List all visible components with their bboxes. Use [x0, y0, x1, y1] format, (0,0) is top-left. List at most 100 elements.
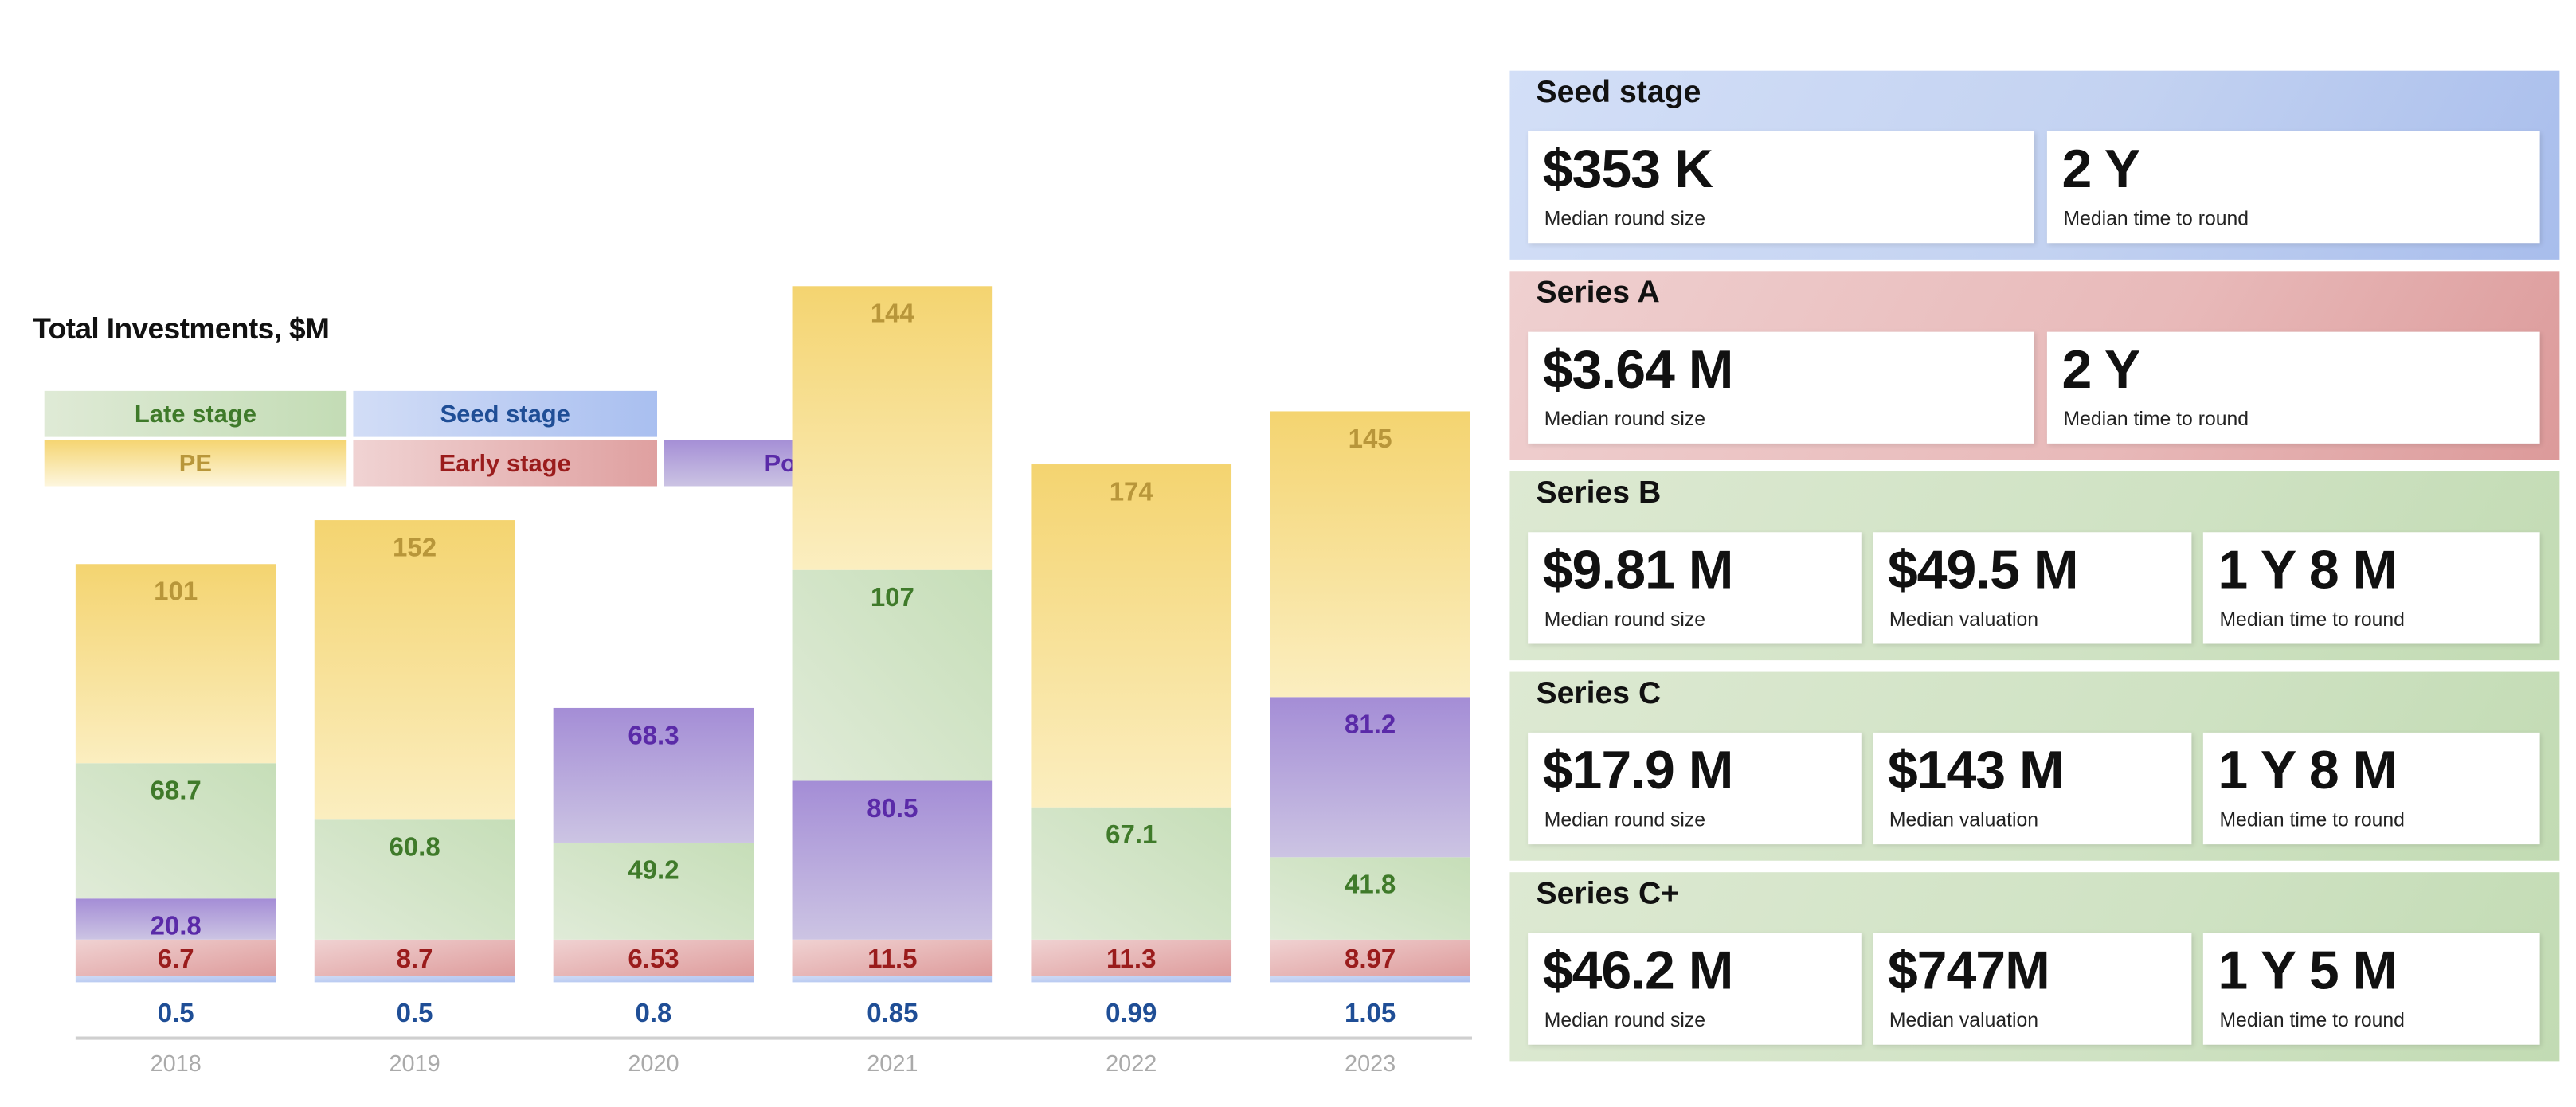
legend-pe: PE — [44, 440, 347, 487]
data-label-early-2020: 6.53 — [628, 944, 679, 973]
stat-label: Median valuation — [1889, 808, 2039, 831]
stat-label: Median round size — [1544, 608, 1706, 631]
stat-box: $143 M Median valuation — [1873, 732, 2192, 845]
stat-value: 2 Y — [2061, 338, 2140, 400]
stage-card-series-a: Series A $3.64 M Median round size 2 Y Media… — [1509, 271, 2560, 460]
stage-card-series-c: Series C $17.9 M Median round size $143 M Me… — [1509, 671, 2560, 861]
stat-value: $46.2 M — [1542, 939, 1734, 1001]
stat-label: Median time to round — [2063, 206, 2249, 230]
data-label-late-2018: 68.7 — [151, 776, 202, 805]
card-title: Series B — [1536, 476, 1662, 511]
bar-segment-early-2021 — [792, 939, 993, 976]
bar-segment-pe-2018 — [75, 564, 276, 764]
data-label-late-2022: 67.1 — [1106, 819, 1157, 849]
x-tick-label-2021: 2021 — [867, 1051, 918, 1077]
bar-segment-late-2023 — [1270, 857, 1470, 940]
stat-value: $17.9 M — [1542, 739, 1734, 800]
stacked-bar-chart: 0.5 6.7 20.8 68.7 101 2018 0.5 8.7 60.8 152 2019 0.… — [75, 286, 1472, 1077]
card-title: Series C+ — [1536, 877, 1680, 912]
data-label-post-2020: 68.3 — [628, 720, 679, 749]
stat-value: 1 Y 8 M — [2218, 739, 2398, 800]
x-tick-label-2020: 2020 — [628, 1051, 679, 1077]
data-label-pe-2022: 174 — [1110, 476, 1154, 506]
stat-label: Median round size — [1544, 206, 1706, 230]
stat-label: Median time to round — [2063, 407, 2249, 431]
bar-segment-pe-2021 — [792, 286, 993, 570]
bar-segment-seed-2023 — [1270, 976, 1470, 983]
bar-segment-early-2020 — [553, 939, 754, 976]
card-title: Series C — [1536, 676, 1662, 712]
legend-late-stage: Late stage — [44, 390, 347, 437]
stat-box: $747M Median valuation — [1873, 933, 2192, 1045]
stage-card-seed-stage: Seed stage $353 K Median round size 2 Y Medi… — [1509, 70, 2560, 260]
stat-value: $9.81 M — [1542, 538, 1734, 600]
data-label-early-2019: 8.7 — [397, 944, 433, 973]
stat-label: Median round size — [1544, 808, 1706, 831]
data-label-late-2019: 60.8 — [389, 832, 440, 862]
x-tick-label-2022: 2022 — [1106, 1051, 1157, 1077]
stat-value: $49.5 M — [1887, 538, 2079, 600]
bar-segment-pe-2023 — [1270, 411, 1470, 698]
data-label-early-2023: 8.97 — [1345, 944, 1396, 973]
bar-segment-seed-2022 — [1031, 976, 1232, 983]
stat-box: 1 Y 8 M Median time to round — [2202, 732, 2540, 845]
stat-value: 1 Y 8 M — [2218, 538, 2398, 600]
data-label-pe-2019: 152 — [393, 532, 437, 561]
data-label-seed-2019: 0.5 — [397, 998, 433, 1027]
stat-label: Median valuation — [1889, 1008, 2039, 1032]
bar-segment-early-2018 — [75, 939, 276, 976]
stat-value: $747M — [1887, 939, 2050, 1001]
bar-segment-late-2020 — [553, 842, 754, 940]
stat-box: $46.2 M Median round size — [1528, 933, 1862, 1045]
stat-box: $49.5 M Median valuation — [1873, 532, 2192, 644]
stat-box: $353 K Median round size — [1528, 131, 2034, 244]
data-label-late-2021: 107 — [871, 582, 914, 612]
data-label-pe-2023: 145 — [1349, 424, 1392, 453]
data-label-post-2021: 80.5 — [867, 793, 918, 823]
bar-segment-post-2020 — [553, 707, 754, 843]
data-label-post-2023: 81.2 — [1345, 710, 1396, 739]
data-label-seed-2020: 0.8 — [636, 998, 672, 1027]
data-label-seed-2021: 0.85 — [867, 998, 918, 1027]
legend-seed-stage: Seed stage — [353, 390, 657, 437]
data-label-early-2018: 6.7 — [158, 944, 194, 973]
x-tick-label-2018: 2018 — [151, 1051, 202, 1077]
chart-title: Total Investments, $M — [33, 311, 330, 346]
stat-label: Median time to round — [2219, 808, 2405, 831]
bar-segment-seed-2019 — [314, 976, 515, 983]
x-tick-label-2019: 2019 — [389, 1051, 440, 1077]
stat-label: Median round size — [1544, 1008, 1706, 1032]
bar-segment-post-2023 — [1270, 697, 1470, 858]
bar-segment-post-2018 — [75, 898, 276, 940]
stat-box: 1 Y 5 M Median time to round — [2202, 933, 2540, 1045]
bar-segment-late-2018 — [75, 763, 276, 899]
data-label-late-2023: 41.8 — [1345, 870, 1396, 899]
data-label-seed-2022: 0.99 — [1106, 998, 1157, 1027]
bar-segment-seed-2020 — [553, 976, 754, 983]
bar-segment-pe-2019 — [314, 520, 515, 820]
stat-label: Median time to round — [2219, 1008, 2405, 1032]
stat-box: 2 Y Median time to round — [2046, 131, 2540, 244]
data-label-post-2018: 20.8 — [151, 911, 202, 941]
stat-value: 1 Y 5 M — [2218, 939, 2398, 1001]
data-label-pe-2021: 144 — [871, 299, 915, 328]
stat-box: $17.9 M Median round size — [1528, 732, 1862, 845]
data-label-seed-2018: 0.5 — [158, 998, 194, 1027]
stat-label: Median valuation — [1889, 608, 2039, 631]
data-label-early-2022: 11.3 — [1106, 944, 1156, 973]
bar-segment-late-2021 — [792, 569, 993, 781]
stat-value: 2 Y — [2061, 138, 2140, 199]
stat-value: $3.64 M — [1542, 338, 1734, 400]
stat-box: 1 Y 8 M Median time to round — [2202, 532, 2540, 644]
bar-segment-post-2021 — [792, 780, 993, 940]
bar-segment-seed-2021 — [792, 976, 993, 983]
stat-label: Median round size — [1544, 407, 1706, 431]
bar-segment-late-2019 — [314, 819, 515, 940]
data-label-early-2021: 11.5 — [867, 944, 917, 973]
data-label-seed-2023: 1.05 — [1345, 998, 1396, 1027]
bar-segment-early-2023 — [1270, 939, 1470, 976]
legend-early-stage: Early stage — [353, 440, 657, 487]
x-tick-label-2023: 2023 — [1345, 1051, 1396, 1077]
stat-value: $143 M — [1887, 739, 2065, 800]
